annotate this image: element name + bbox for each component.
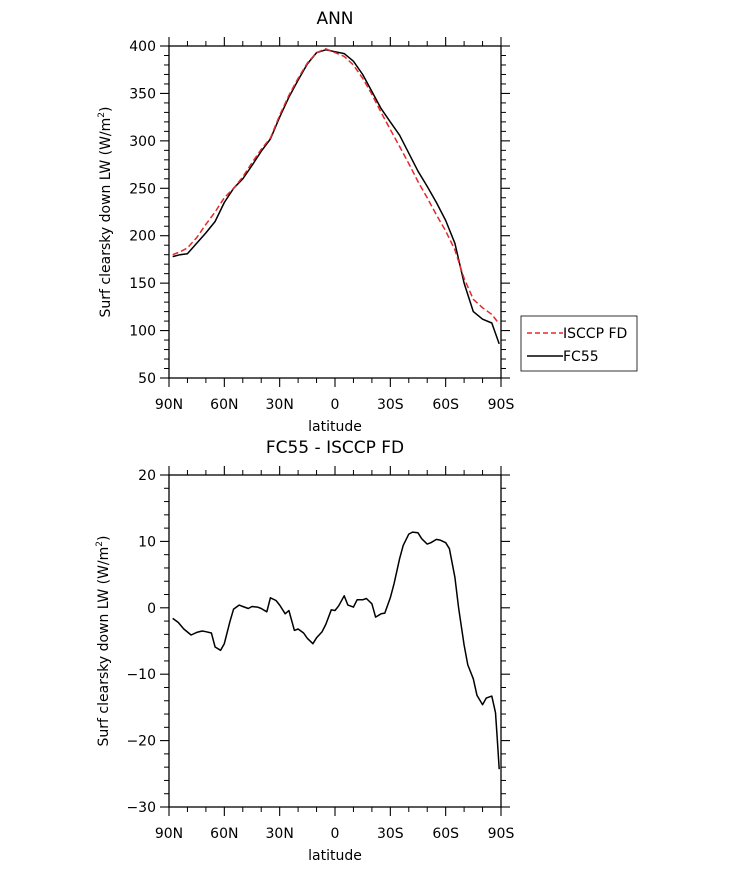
x-tick-label: 90N: [155, 826, 183, 842]
x-tick-label: 30S: [377, 397, 404, 413]
y-axis-label-superscript: 2: [97, 112, 107, 118]
chart-title: ANN: [316, 9, 353, 29]
x-tick-label: 90N: [155, 397, 183, 413]
x-axis-label: latitude: [308, 848, 362, 864]
y-tick-label: 50: [138, 371, 156, 387]
x-tick-label: 30S: [377, 826, 404, 842]
x-tick-label: 0: [331, 397, 340, 413]
y-tick-label: 300: [129, 134, 156, 150]
x-tick-label: 60S: [432, 397, 459, 413]
legend-label-isccp: ISCCP FD: [563, 326, 627, 342]
y-axis-label: Surf clearsky down LW (W/m2): [95, 536, 112, 747]
legend-box: [520, 315, 638, 372]
x-tick-labels: 90N 60N 30N 0 30S 60S 90S: [155, 397, 515, 413]
y-tick-label: 150: [129, 276, 156, 292]
y-tick-label: 20: [138, 468, 156, 484]
y-tick-label: 100: [129, 324, 156, 340]
y-axis-label-close: ): [98, 107, 114, 112]
y-tick-label: −30: [126, 800, 156, 816]
y-tick-label: −20: [126, 734, 156, 750]
x-tick-label: 60N: [210, 826, 238, 842]
y-axis-label-main: Surf clearsky down LW (W/m: [98, 118, 114, 318]
y-tick-label: 200: [129, 229, 156, 245]
series-line-difference: [172, 531, 500, 770]
y-tick-labels: −30 −20 −10 0 10 20: [126, 468, 156, 816]
y-axis-label-superscript: 2: [95, 541, 105, 547]
tick-marks: [160, 37, 510, 387]
x-tick-label: 30N: [266, 397, 294, 413]
y-tick-label: −10: [126, 667, 156, 683]
chart-title: FC55 - ISCCP FD: [266, 438, 404, 458]
y-tick-label: 350: [129, 86, 156, 102]
x-tick-label: 60S: [432, 826, 459, 842]
y-tick-labels: 50 100 150 200 250 300 350 400: [129, 39, 156, 387]
y-tick-label: 250: [129, 181, 156, 197]
series-lines: [172, 48, 500, 345]
panel-annual-mean: ANN 50 100 150 200 250 300 350 400 90N 60N 30N 0 30…: [97, 9, 638, 435]
series-line-fc55: [172, 49, 500, 345]
plot-area: [168, 474, 502, 808]
y-axis-label: Surf clearsky down LW (W/m2): [97, 107, 114, 318]
tick-marks: [160, 466, 510, 816]
x-tick-label: 60N: [210, 397, 238, 413]
series-line-isccp-fd: [172, 48, 500, 325]
legend: ISCCP FD FC55: [520, 315, 638, 372]
legend-label-fc55: FC55: [563, 349, 599, 365]
x-tick-label: 0: [331, 826, 340, 842]
series-lines: [172, 531, 500, 770]
x-axis-label: latitude: [308, 419, 362, 435]
y-axis-label-close: ): [96, 536, 112, 541]
x-tick-label: 30N: [266, 826, 294, 842]
x-tick-label: 90S: [488, 397, 515, 413]
y-tick-label: 0: [147, 601, 156, 617]
y-tick-label: 10: [138, 534, 156, 550]
x-tick-label: 90S: [488, 826, 515, 842]
plot-area: [168, 45, 502, 379]
y-tick-label: 400: [129, 39, 156, 55]
y-axis-label-main: Surf clearsky down LW (W/m: [96, 547, 112, 747]
x-tick-labels: 90N 60N 30N 0 30S 60S 90S: [155, 826, 515, 842]
